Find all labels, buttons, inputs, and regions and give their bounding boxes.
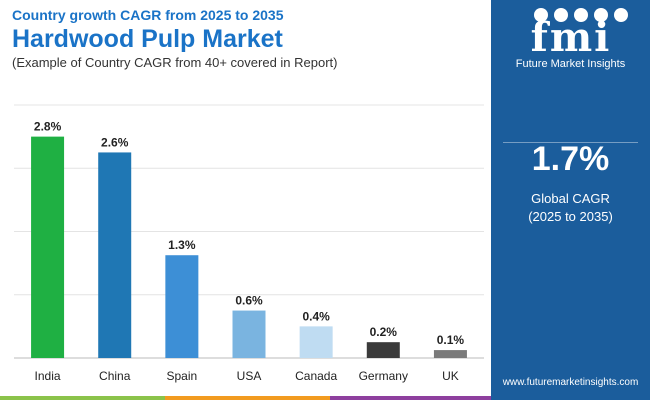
data-label: 0.6% [235,294,263,308]
x-tick-label: India [35,369,61,383]
logo-wordmark: fmi [530,14,612,61]
bar-india [31,136,65,358]
data-label: 1.3% [168,238,196,252]
logo-icons [534,8,628,22]
data-label: 2.8% [34,120,62,134]
chart-caption: (Example of Country CAGR from 40+ covere… [12,55,338,70]
brand-name: Future Market Insights [515,58,626,70]
x-tick-label: Canada [295,369,337,383]
data-label: 2.6% [101,135,129,149]
bottom-bar-segment [491,396,650,400]
bar-usa [232,310,266,358]
global-cagr-value: 1.7% [531,140,610,178]
bar-uk [433,350,467,358]
chart-subtitle-top: Country growth CAGR from 2025 to 2035 [12,7,284,23]
data-label: 0.1% [437,333,465,347]
data-label: 0.4% [302,309,330,323]
bottom-bar-segment [0,396,165,400]
bar-canada [299,326,333,358]
bar-china [98,152,132,358]
sidebar-panel: fmi Future Market Insights 1.7% Global C… [491,0,650,400]
fmi-logo: fmi [505,6,637,68]
x-tick-label: UK [442,369,459,383]
chart-header: Country growth CAGR from 2025 to 2035 Ha… [12,6,338,71]
x-tick-label: Spain [167,369,198,383]
x-tick-label: China [99,369,131,383]
divider-top [503,142,638,143]
global-cagr-label-line2: (2025 to 2035) [528,209,613,224]
bar-chart: 2.8% India 2.6% China 1.3% Spain 0.6% USA 0.4% Ca… [14,104,484,383]
global-cagr-label: Global CAGR (2025 to 2035) [491,190,650,226]
x-tick-label: USA [237,369,262,383]
x-tick-label: Germany [359,369,408,383]
data-label: 0.2% [370,325,398,339]
website-url: www.futuremarketinsights.com [502,377,639,388]
bar-spain [165,255,199,358]
chart-title: Hardwood Pulp Market [12,25,283,53]
bar-germany [366,342,400,358]
bottom-bar-segment [330,396,491,400]
global-cagr-label-line1: Global CAGR [531,191,610,206]
bottom-bar-segment [165,396,330,400]
